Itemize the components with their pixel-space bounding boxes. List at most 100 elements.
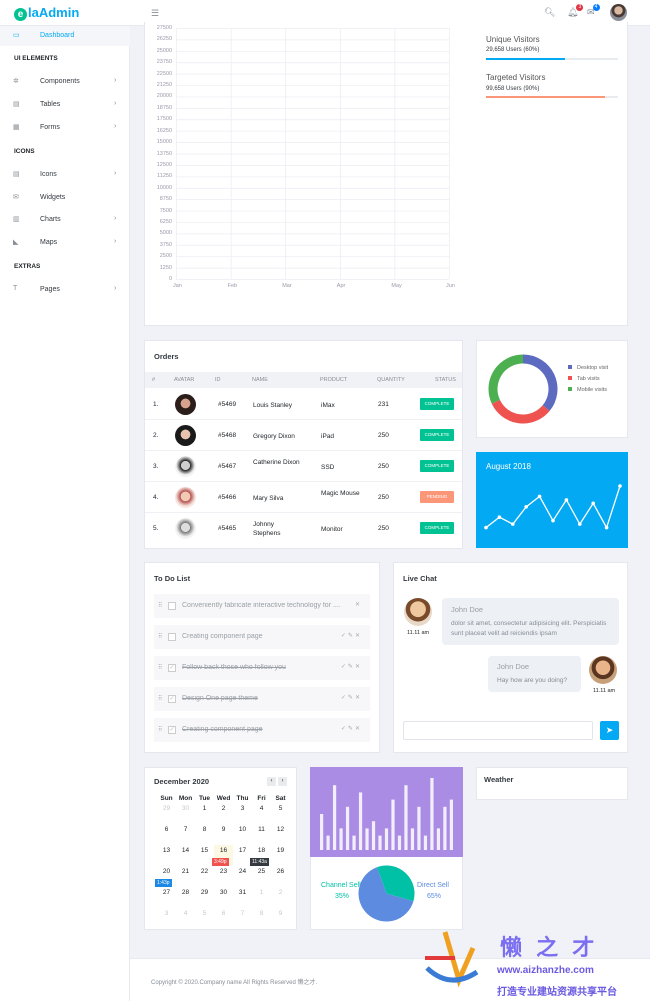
calendar-day[interactable]: 15 <box>200 847 209 854</box>
sidebar-item-components[interactable]: ✲ Components › <box>13 77 117 85</box>
sidebar-item-tables[interactable]: ▤ Tables › <box>13 100 117 108</box>
calendar-day[interactable]: 7 <box>240 910 245 917</box>
calendar-day[interactable]: 1 <box>202 805 207 812</box>
sidebar-item-pages[interactable]: T Pages › <box>13 285 117 293</box>
todo-checkbox[interactable]: ✓ <box>168 726 176 734</box>
drag-handle-icon[interactable]: ⠿ <box>158 665 163 671</box>
calendar-event[interactable]: 3:49p <box>212 858 229 866</box>
col-product: PRODUCT <box>320 377 348 383</box>
calendar-day[interactable]: 27 <box>162 889 171 896</box>
calendar-title: December 2020 <box>154 777 210 786</box>
status-badge[interactable]: PENDING <box>420 491 454 503</box>
trend-line-chart <box>484 484 622 530</box>
mail-icon[interactable]: ✉ 4 <box>587 4 600 18</box>
todo-checkbox[interactable]: ✓ <box>168 695 176 703</box>
sidebar-item-icons[interactable]: ▤ Icons › <box>13 170 117 178</box>
calendar-prev-button[interactable]: ‹ <box>267 777 276 786</box>
todo-checkbox[interactable] <box>168 602 176 610</box>
calendar-day[interactable]: 4 <box>183 910 188 917</box>
calendar-day[interactable]: 29 <box>162 805 171 812</box>
status-badge[interactable]: COMPLETE <box>420 398 454 410</box>
y-tick-label: 17500 <box>156 116 172 123</box>
calendar-day[interactable]: 10 <box>238 826 247 833</box>
sales-bar <box>404 785 408 850</box>
calendar-day[interactable]: 8 <box>202 826 207 833</box>
calendar-day[interactable]: 30 <box>181 805 190 812</box>
calendar-day[interactable]: 1 <box>259 889 264 896</box>
y-tick-label: 12500 <box>156 161 172 168</box>
calendar-day[interactable]: 6 <box>221 910 226 917</box>
chat-message-input[interactable] <box>403 721 593 740</box>
calendar-day[interactable]: 5 <box>202 910 207 917</box>
user-avatar[interactable] <box>610 4 627 21</box>
drag-handle-icon[interactable]: ⠿ <box>158 634 163 640</box>
calendar-day[interactable]: 4 <box>259 805 264 812</box>
todo-checkbox[interactable] <box>168 633 176 641</box>
calendar-day[interactable]: 31 <box>238 889 247 896</box>
hamburger-icon[interactable]: ☰ <box>151 8 160 18</box>
calendar-day[interactable]: 9 <box>278 910 283 917</box>
calendar-day[interactable]: 25 <box>257 868 266 875</box>
calendar-day[interactable]: 21 <box>181 868 190 875</box>
trend-card <box>476 452 628 548</box>
calendar-day[interactable]: 13 <box>162 847 171 854</box>
calendar-day[interactable]: 19 <box>276 847 285 854</box>
calendar-day[interactable]: 23 <box>219 868 228 875</box>
todo-item[interactable]: ⠿ ✓ Design One page theme ✓✎✕ <box>154 687 370 711</box>
calendar-day[interactable]: 14 <box>181 847 190 854</box>
calendar-day[interactable]: 2 <box>221 805 226 812</box>
sidebar-item-charts[interactable]: ▥ Charts › <box>13 215 117 223</box>
calendar-weekday: Fri <box>257 795 266 802</box>
calendar-event[interactable]: 1:43p <box>155 879 172 887</box>
targeted-visitors-title: Targeted Visitors <box>486 73 546 82</box>
drag-handle-icon[interactable]: ⠿ <box>158 727 163 733</box>
calendar-day[interactable]: 20 <box>162 868 171 875</box>
puzzle-icon: ✲ <box>13 78 19 85</box>
todo-item[interactable]: ⠿ ✓ Follow back those who follow you ✓✎✕ <box>154 656 370 680</box>
calendar-day[interactable]: 8 <box>259 910 264 917</box>
calendar-day[interactable]: 22 <box>200 868 209 875</box>
calendar-day[interactable]: 7 <box>183 826 188 833</box>
drag-handle-icon[interactable]: ⠿ <box>158 696 163 702</box>
todo-checkbox[interactable]: ✓ <box>168 664 176 672</box>
todo-item[interactable]: ⠿ Creating component page ✓✎✕ <box>154 625 370 649</box>
calendar-day[interactable]: 3 <box>164 910 169 917</box>
brand-logo[interactable]: e laAdmin <box>14 5 79 21</box>
todo-text: Conveniently fabricate interactive techn… <box>182 602 341 609</box>
chart-icon: ▥ <box>13 216 20 223</box>
calendar-day[interactable]: 28 <box>181 889 190 896</box>
calendar-day[interactable]: 12 <box>276 826 285 833</box>
status-badge[interactable]: COMPLETE <box>420 429 454 441</box>
search-icon[interactable]: 🔍︎ <box>544 7 556 17</box>
row-divider <box>145 419 462 420</box>
calendar-day[interactable]: 26 <box>276 868 285 875</box>
chat-time-1: 11.11 am <box>407 630 430 636</box>
sidebar-item-forms[interactable]: ▦ Forms › <box>13 123 117 131</box>
calendar-day[interactable]: 18 <box>257 847 266 854</box>
sales-bar <box>365 828 369 850</box>
todo-item[interactable]: ⠿ Conveniently fabricate interactive tech… <box>154 594 370 618</box>
calendar-day[interactable]: 17 <box>238 847 247 854</box>
calendar-day[interactable]: 9 <box>221 826 226 833</box>
calendar-day[interactable]: 6 <box>164 826 169 833</box>
sidebar-item-dashboard[interactable]: ▭ Dashboard <box>0 26 130 46</box>
sidebar-item-widgets[interactable]: ✉ Widgets <box>13 194 66 201</box>
calendar-event[interactable]: 11:43a <box>250 858 269 866</box>
todo-item[interactable]: ⠿ ✓ Creating component page ✓✎✕ <box>154 718 370 742</box>
calendar-day[interactable]: 5 <box>278 805 283 812</box>
status-badge[interactable]: COMPLETE <box>420 522 454 534</box>
calendar-day[interactable]: 2 <box>278 889 283 896</box>
calendar-day[interactable]: 24 <box>238 868 247 875</box>
status-badge[interactable]: COMPLETE <box>420 460 454 472</box>
send-button[interactable]: ➤ <box>600 721 619 740</box>
calendar-day[interactable]: 16 <box>219 847 228 854</box>
calendar-day[interactable]: 30 <box>219 889 228 896</box>
drag-handle-icon[interactable]: ⠿ <box>158 603 163 609</box>
sidebar-item-maps[interactable]: ◣ Maps › <box>13 238 117 246</box>
calendar-day[interactable]: 3 <box>240 805 245 812</box>
todo-text: Creating component page <box>182 633 263 640</box>
calendar-next-button[interactable]: › <box>278 777 287 786</box>
calendar-day[interactable]: 29 <box>200 889 209 896</box>
calendar-day[interactable]: 11 <box>258 826 265 833</box>
bell-icon[interactable]: 🔔︎ 3 <box>567 4 584 18</box>
